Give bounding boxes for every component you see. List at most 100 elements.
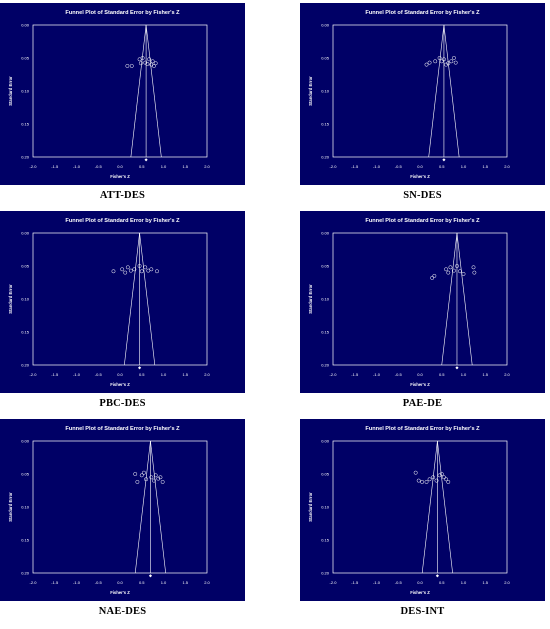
x-tick-label: -1.5 <box>51 372 59 377</box>
study-point <box>455 264 459 268</box>
chart-title: Funnel Plot of Standard Error by Fisher'… <box>65 426 180 432</box>
study-point <box>430 275 435 280</box>
x-tick-label: -2.0 <box>330 164 338 169</box>
study-point <box>120 267 125 272</box>
x-tick-label: 1.5 <box>482 164 488 169</box>
plot-frame <box>332 440 508 574</box>
y-tick-label: 0.05 <box>21 472 30 477</box>
study-point <box>424 62 429 67</box>
x-tick-label: 0.5 <box>139 372 145 377</box>
study-point <box>143 265 148 270</box>
study-point <box>449 59 454 64</box>
y-tick-label: 0.15 <box>21 122 30 127</box>
y-axis-label: Standard Error <box>308 76 313 106</box>
x-tick-label: -1.5 <box>51 580 59 585</box>
study-point <box>472 270 477 275</box>
x-tick-label: 0.0 <box>417 580 423 585</box>
plot-background <box>0 211 245 393</box>
y-tick-label: 0.05 <box>321 264 330 269</box>
study-point <box>138 61 143 66</box>
study-point <box>453 60 458 65</box>
x-tick-label: 1.5 <box>482 372 488 377</box>
funnel-left-line <box>130 24 147 158</box>
x-tick-label: 1.5 <box>482 580 488 585</box>
y-axis-label: Standard Error <box>308 492 313 522</box>
study-point <box>149 475 154 480</box>
study-point <box>155 269 159 274</box>
funnel-left-line <box>134 440 151 574</box>
study-point <box>446 479 451 484</box>
chart-title: Funnel Plot of Standard Error by Fisher'… <box>365 218 480 224</box>
study-point <box>145 61 150 66</box>
study-point <box>413 470 418 475</box>
study-point <box>441 475 446 480</box>
study-point <box>433 59 438 64</box>
y-tick-label: 0.15 <box>321 538 330 543</box>
funnel-left-line <box>421 440 438 574</box>
funnel-left-line <box>124 232 140 366</box>
study-point <box>153 61 158 66</box>
x-tick-label: -1.5 <box>351 164 359 169</box>
x-axis-label: Fisher's Z <box>110 590 130 595</box>
study-point <box>151 478 156 483</box>
x-tick-label: 1.0 <box>461 164 467 169</box>
x-tick-label: 1.0 <box>461 372 467 377</box>
study-point <box>150 59 155 64</box>
study-point <box>437 56 442 60</box>
y-axis-label: Standard Error <box>8 492 13 522</box>
pooled-estimate-marker <box>144 158 148 162</box>
study-point <box>144 477 149 482</box>
x-tick-label: 0.0 <box>117 580 123 585</box>
study-point <box>137 264 142 268</box>
y-tick-label: 0.20 <box>321 155 330 160</box>
x-tick-label: -2.0 <box>30 372 38 377</box>
study-point <box>143 60 148 65</box>
y-tick-label: 0.10 <box>321 89 330 94</box>
study-point <box>139 269 144 274</box>
y-axis-label: Standard Error <box>8 284 13 314</box>
study-point <box>431 475 436 480</box>
study-point <box>149 267 154 272</box>
study-point <box>424 479 429 484</box>
study-point <box>135 479 140 484</box>
x-tick-label: -0.5 <box>95 580 103 585</box>
x-tick-label: -1.0 <box>73 580 81 585</box>
study-point <box>129 63 134 68</box>
x-tick-label: 2.0 <box>504 580 510 585</box>
study-point <box>128 268 133 273</box>
x-tick-label: 0.0 <box>417 164 423 169</box>
funnel-plot-chart: Funnel Plot of Standard Error by Fisher'… <box>300 211 545 393</box>
x-axis-label: Fisher's Z <box>110 382 130 387</box>
study-point <box>434 478 439 483</box>
x-tick-label: 1.5 <box>182 580 188 585</box>
study-point <box>133 472 138 476</box>
x-tick-label: 1.0 <box>161 164 167 169</box>
study-point <box>439 59 444 64</box>
x-tick-label: 1.0 <box>161 580 167 585</box>
study-point <box>420 479 425 484</box>
funnel-plot-chart: Funnel Plot of Standard Error by Fisher'… <box>0 419 245 601</box>
y-tick-label: 0.10 <box>21 505 30 510</box>
funnel-left-line <box>428 24 445 158</box>
funnel-plot-panel: Funnel Plot of Standard Error by Fisher'… <box>300 211 545 409</box>
study-point <box>139 473 144 478</box>
pooled-estimate-marker <box>148 574 153 578</box>
y-tick-label: 0.20 <box>321 571 330 576</box>
study-point <box>451 268 456 273</box>
plot-frame <box>32 440 208 574</box>
x-tick-label: 2.0 <box>504 372 510 377</box>
funnel-right-line <box>145 24 162 158</box>
pooled-estimate-marker <box>442 158 446 162</box>
plot-frame <box>332 24 508 158</box>
x-tick-label: -1.0 <box>73 372 81 377</box>
x-tick-label: -0.5 <box>95 372 103 377</box>
x-tick-label: 1.0 <box>461 580 467 585</box>
panel-caption: PBC-DES <box>99 398 146 409</box>
study-point <box>439 472 444 476</box>
y-tick-label: 0.20 <box>21 155 30 160</box>
x-tick-label: 1.5 <box>182 164 188 169</box>
funnel-plot-panel: Funnel Plot of Standard Error by Fisher'… <box>0 211 245 409</box>
panel-caption: PAE-DE <box>402 398 443 409</box>
study-point <box>158 475 163 480</box>
x-tick-label: 0.5 <box>439 372 445 377</box>
